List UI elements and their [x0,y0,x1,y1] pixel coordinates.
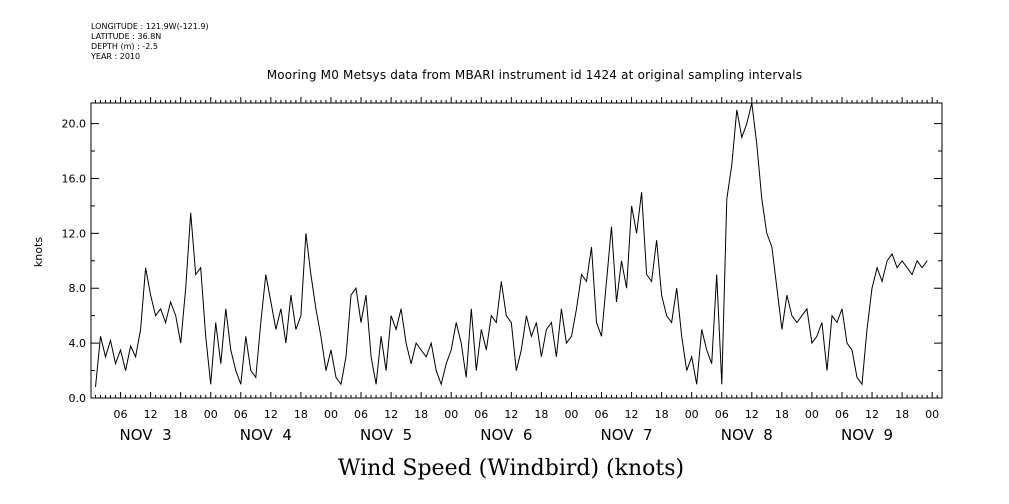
x-hour-label: 12 [745,408,759,421]
x-hour-label: 12 [625,408,639,421]
x-hour-label: 00 [204,408,218,421]
x-hour-label: 06 [354,408,368,421]
chart-title-wrap: Mooring M0 Metsys data from MBARI instru… [0,68,1009,82]
x-hour-label: 12 [144,408,158,421]
year-text: YEAR : 2010 [91,52,141,61]
x-hour-label: 06 [474,408,488,421]
x-hour-label: 06 [595,408,609,421]
y-tick-label: 16.0 [62,172,87,185]
y-tick-label: 4.0 [69,337,87,350]
latitude-text: LATITUDE : 36.8N [91,32,162,41]
wind-speed-line [95,102,928,388]
y-tick-label: 12.0 [62,227,87,240]
x-day-label: NOV 3 [120,426,172,444]
x-hour-label: 18 [534,408,548,421]
x-hour-label: 18 [174,408,188,421]
chart-title: Mooring M0 Metsys data from MBARI instru… [266,68,803,82]
mooring-metadata: LONGITUDE : 121.9W(-121.9) LATITUDE : 36.… [91,22,209,62]
x-hour-label: 00 [685,408,699,421]
x-hour-label: 18 [294,408,308,421]
x-day-label: NOV 8 [721,426,773,444]
x-hour-label: 12 [264,408,278,421]
series-group [95,102,928,388]
x-hour-label: 18 [895,408,909,421]
x-day-label: NOV 6 [480,426,532,444]
y-tick-label: 20.0 [62,118,87,131]
x-hour-label: 06 [234,408,248,421]
x-hour-label: 18 [414,408,428,421]
x-day-label: NOV 9 [841,426,893,444]
x-day-label: NOV 4 [240,426,292,444]
x-hour-label: 12 [384,408,398,421]
y-axis-label: knots [32,237,45,267]
depth-text: DEPTH (m) : -2.5 [91,42,158,51]
x-hour-label: 12 [865,408,879,421]
y-tick-label: 0.0 [69,392,87,405]
x-axis: 06 12 18 00 06 12 18 00 06 12 18 00 06 12 18 00 06 12 18 00… [95,97,939,444]
x-hour-label: 12 [504,408,518,421]
x-hour-label: 06 [835,408,849,421]
x-hour-label: 00 [805,408,819,421]
plot-frame [90,102,943,399]
y-axis: 0.0 4.0 8.0 12.0 16.0 20.0 [62,118,942,405]
x-hour-label: 00 [444,408,458,421]
x-hour-label: 18 [775,408,789,421]
x-hour-label: 06 [114,408,128,421]
x-hour-label: 18 [655,408,669,421]
x-hour-label: 00 [564,408,578,421]
x-day-label: NOV 7 [601,426,653,444]
longitude-text: LONGITUDE : 121.9W(-121.9) [91,22,209,31]
x-hour-label: 00 [324,408,338,421]
x-hour-label: 00 [925,408,939,421]
y-tick-label: 8.0 [69,282,87,295]
chart-caption: Wind Speed (Windbird) (knots) [338,456,684,481]
plot-border [90,102,943,399]
x-day-label: NOV 5 [360,426,412,444]
x-hour-label: 06 [715,408,729,421]
